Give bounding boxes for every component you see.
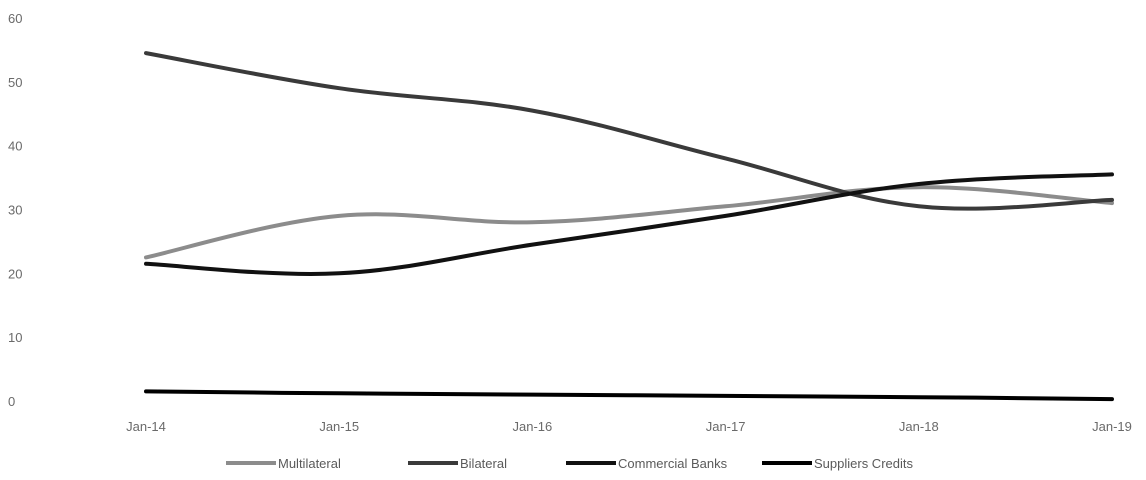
x-tick-label: Jan-15 xyxy=(319,419,359,434)
y-tick-label: 20 xyxy=(8,266,22,281)
x-tick-label: Jan-14 xyxy=(126,419,166,434)
series-line-bilateral xyxy=(144,51,1114,211)
series-line-suppliers-credits xyxy=(144,389,1114,402)
legend: Multilateral Bilateral Commercial Banks Sup… xyxy=(226,456,913,471)
y-tick-label: 50 xyxy=(8,75,22,90)
y-axis-ticks: 0 10 20 30 40 50 60 xyxy=(8,11,22,409)
x-tick-label: Jan-19 xyxy=(1092,419,1132,434)
x-tick-label: Jan-18 xyxy=(899,419,939,434)
series-lines xyxy=(144,51,1114,402)
x-tick-label: Jan-17 xyxy=(706,419,746,434)
legend-label: Commercial Banks xyxy=(618,456,728,471)
legend-label: Multilateral xyxy=(278,456,341,471)
legend-label: Suppliers Credits xyxy=(814,456,913,471)
y-tick-label: 60 xyxy=(8,11,22,26)
x-axis-ticks: Jan-14 Jan-15 Jan-16 Jan-17 Jan-18 Jan-19 xyxy=(126,419,1132,434)
y-tick-label: 10 xyxy=(8,330,22,345)
series-line-commercial-banks xyxy=(144,172,1114,276)
x-tick-label: Jan-16 xyxy=(513,419,553,434)
legend-label: Bilateral xyxy=(460,456,507,471)
series-line-multilateral xyxy=(144,185,1114,260)
y-tick-label: 30 xyxy=(8,203,22,218)
y-tick-label: 40 xyxy=(8,139,22,154)
y-tick-label: 0 xyxy=(8,394,15,409)
